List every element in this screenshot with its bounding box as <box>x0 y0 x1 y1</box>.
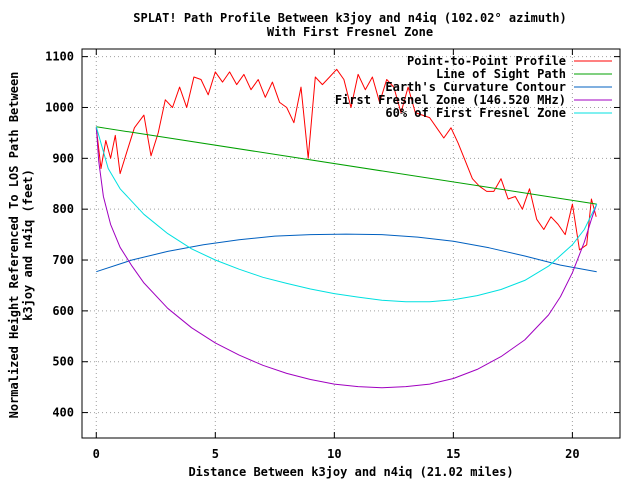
y-tick-labels: 400 500 600 700 800 900 1000 1100 <box>45 50 74 420</box>
x-tick-label: 15 <box>446 447 460 461</box>
x-tick-label: 5 <box>212 447 219 461</box>
grid-lines <box>82 49 620 438</box>
series-line-2 <box>96 233 597 273</box>
x-tick-labels: 0 5 10 15 20 <box>93 447 580 461</box>
plot-frame <box>81 48 621 439</box>
tick-marks <box>82 49 620 438</box>
chart-title-line1: SPLAT! Path Profile Between k3joy and n4… <box>133 11 566 25</box>
legend-label-0: Point-to-Point Profile <box>407 54 566 68</box>
x-tick-label: 10 <box>327 447 341 461</box>
legend-label-1: Line of Sight Path <box>436 67 566 81</box>
y-axis-label-line1: Normalized Height Referenced To LOS Path… <box>7 72 21 419</box>
series-line-1 <box>96 126 597 205</box>
y-tick-label: 800 <box>52 202 74 216</box>
y-axis-label-line2: k3joy and n4iq (feet) <box>21 169 35 321</box>
legend-label-4: 60% of First Fresnel Zone <box>385 106 566 120</box>
y-tick-label: 500 <box>52 355 74 369</box>
legend-label-2: Earth's Curvature Contour <box>385 80 566 94</box>
chart-title-line2: With First Fresnel Zone <box>267 25 433 39</box>
series-group <box>95 68 598 389</box>
x-tick-label: 0 <box>93 447 100 461</box>
y-tick-label: 900 <box>52 151 74 165</box>
y-tick-label: 1000 <box>45 100 74 114</box>
series-line-4 <box>95 126 598 303</box>
series-line-3 <box>95 126 598 389</box>
y-tick-label: 400 <box>52 406 74 420</box>
y-tick-label: 700 <box>52 253 74 267</box>
series-line-0 <box>95 68 597 251</box>
y-tick-label: 1100 <box>45 50 74 64</box>
legend-label-3: First Fresnel Zone (146.520 MHz) <box>335 93 566 107</box>
x-tick-label: 20 <box>565 447 579 461</box>
y-tick-label: 600 <box>52 304 74 318</box>
x-axis-label: Distance Between k3joy and n4iq (21.02 m… <box>188 465 513 479</box>
